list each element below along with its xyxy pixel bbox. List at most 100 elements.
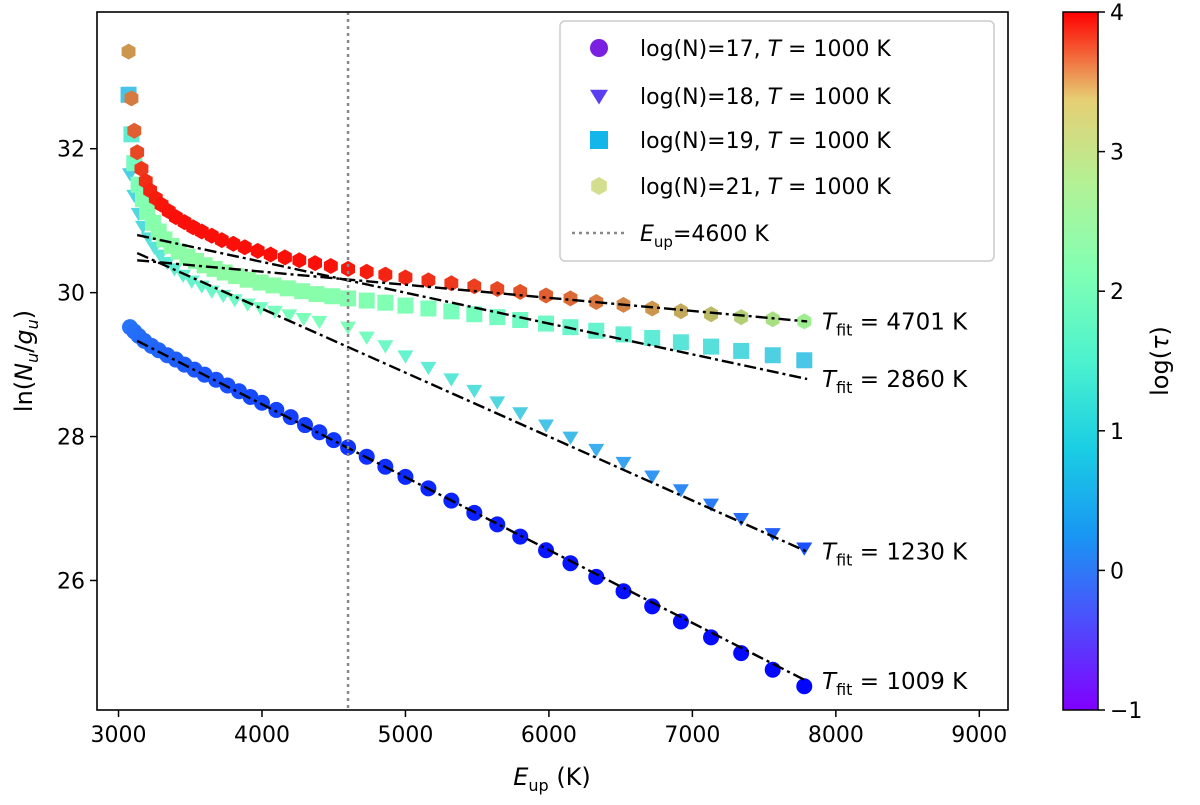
data-point bbox=[175, 269, 192, 283]
legend: log(N)=17, T = 1000 K log(N)=18, T = 1000… bbox=[559, 20, 995, 262]
data-point bbox=[237, 239, 252, 256]
data-point bbox=[324, 288, 341, 305]
data-point bbox=[311, 424, 328, 441]
data-point bbox=[266, 305, 283, 319]
legend-entry-3: log(N)=19, T = 1000 K bbox=[640, 129, 891, 154]
data-point bbox=[294, 283, 311, 300]
data-point bbox=[796, 352, 813, 369]
fit-line-2 bbox=[136, 251, 808, 553]
legend-box bbox=[559, 20, 995, 262]
data-point bbox=[703, 629, 720, 646]
data-point bbox=[733, 342, 750, 359]
data-point bbox=[513, 283, 528, 300]
data-point bbox=[444, 275, 459, 292]
data-point bbox=[121, 168, 138, 182]
legend-marker-1 bbox=[590, 39, 608, 57]
data-point bbox=[397, 350, 414, 364]
data-point bbox=[268, 401, 285, 418]
fit-labels: Tfit = 1009 K Tfit = 1230 K Tfit = 2860 K T… bbox=[822, 309, 968, 699]
data-point bbox=[588, 443, 605, 458]
data-point bbox=[311, 315, 328, 330]
data-point bbox=[359, 263, 374, 280]
data-point bbox=[130, 144, 145, 161]
data-point bbox=[263, 246, 278, 263]
colorbar-tick-label: 2 bbox=[1110, 280, 1124, 305]
data-point bbox=[421, 272, 436, 289]
data-point bbox=[252, 302, 269, 316]
series-3 bbox=[120, 86, 813, 369]
data-point bbox=[340, 290, 357, 307]
series-4 bbox=[121, 43, 812, 330]
data-point bbox=[615, 326, 632, 343]
data-point bbox=[443, 373, 460, 387]
data-point bbox=[124, 90, 139, 107]
data-point bbox=[397, 297, 414, 314]
data-point bbox=[733, 645, 750, 662]
data-point bbox=[672, 334, 689, 351]
data-point bbox=[538, 419, 555, 433]
y-tick-label: 28 bbox=[57, 426, 85, 451]
data-point bbox=[466, 384, 483, 399]
data-point bbox=[239, 271, 256, 288]
data-point bbox=[489, 396, 506, 410]
colorbar-tick-label: 3 bbox=[1110, 141, 1124, 166]
data-point bbox=[226, 235, 241, 252]
data-point bbox=[420, 361, 437, 376]
data-point bbox=[308, 255, 322, 272]
data-point bbox=[308, 286, 325, 303]
colorbar-tick-label: −1 bbox=[1110, 699, 1142, 724]
data-point bbox=[279, 280, 296, 297]
fit-line-1 bbox=[136, 339, 808, 683]
data-point bbox=[127, 122, 142, 139]
data-point bbox=[443, 303, 460, 320]
fit-label-1: Tfit = 1009 K bbox=[822, 669, 968, 699]
data-point bbox=[282, 409, 299, 426]
data-point bbox=[281, 309, 298, 323]
series-layer bbox=[120, 43, 813, 695]
data-point bbox=[323, 258, 338, 274]
data-point bbox=[644, 598, 661, 615]
data-point bbox=[358, 331, 375, 345]
x-tick-label: 4000 bbox=[234, 723, 290, 748]
x-axis-label: Eup (K) bbox=[513, 763, 591, 795]
y-axis: 26 28 30 32 bbox=[57, 138, 97, 594]
series-2 bbox=[121, 168, 813, 556]
data-point bbox=[562, 555, 579, 572]
fit-label-4: Tfit = 4701 K bbox=[822, 309, 968, 339]
plot-frame bbox=[96, 11, 1009, 711]
data-point bbox=[250, 242, 265, 259]
colorbar: −1 0 1 2 3 4 bbox=[1062, 1, 1142, 724]
y-tick-label: 26 bbox=[57, 569, 85, 594]
data-point bbox=[539, 287, 553, 304]
fit-label-2: Tfit = 1230 K bbox=[822, 540, 968, 570]
colorbar-label: log(τ) bbox=[1146, 326, 1174, 396]
data-point bbox=[672, 484, 689, 498]
data-point bbox=[645, 300, 660, 317]
data-point bbox=[420, 300, 437, 317]
x-tick-label: 3000 bbox=[91, 723, 147, 748]
legend-entry-4: log(N)=21, T = 1000 K bbox=[640, 175, 891, 200]
colorbar-gradient bbox=[1062, 11, 1099, 711]
y-tick-label: 32 bbox=[57, 138, 85, 163]
x-axis: 3000 4000 5000 6000 7000 8000 9000 bbox=[91, 710, 1007, 748]
data-point bbox=[121, 43, 136, 60]
colorbar-tick-label: 1 bbox=[1110, 420, 1124, 445]
data-point bbox=[703, 498, 720, 512]
data-point bbox=[239, 298, 256, 312]
x-tick-label: 5000 bbox=[377, 723, 433, 748]
x-tick-label: 6000 bbox=[521, 723, 577, 748]
fit-line-4 bbox=[137, 259, 808, 323]
data-point bbox=[358, 292, 375, 309]
legend-marker-3 bbox=[590, 131, 608, 149]
data-point bbox=[674, 303, 688, 320]
data-point bbox=[796, 678, 813, 695]
fit-lines bbox=[136, 233, 808, 683]
data-point bbox=[226, 294, 243, 308]
fit-label-3: Tfit = 2860 K bbox=[822, 367, 968, 397]
legend-entry-1: log(N)=17, T = 1000 K bbox=[640, 37, 891, 62]
data-point bbox=[292, 252, 307, 269]
legend-marker-4 bbox=[591, 177, 607, 195]
data-point bbox=[134, 160, 149, 177]
x-tick-label: 7000 bbox=[664, 723, 720, 748]
